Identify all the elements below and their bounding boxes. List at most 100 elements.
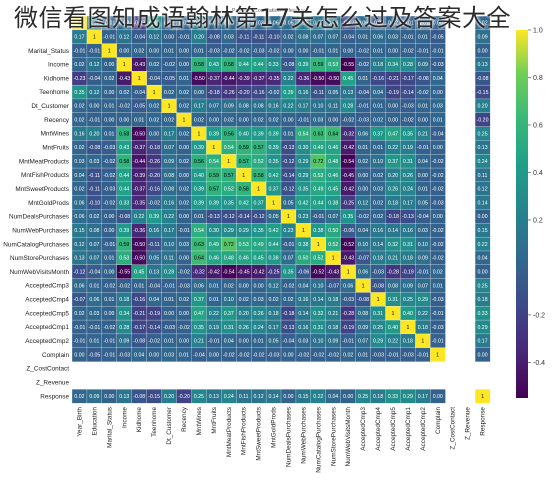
cell-value: -0.03 (178, 283, 190, 289)
cell-value: 0.01 (134, 117, 144, 123)
cell-value: -0.03 (103, 187, 115, 193)
cell-value: 0.00 (149, 352, 159, 358)
cell-value: -0.39 (133, 173, 145, 179)
cell-value: 0.00 (179, 214, 189, 220)
cell-value: 0.53 (239, 242, 249, 248)
cell-value: -0.50 (327, 76, 339, 82)
cell-value: 0.13 (74, 256, 84, 262)
cell-value: -0.11 (313, 90, 325, 96)
row-label: Kidhome (44, 75, 70, 82)
cell-value: 0.01 (179, 76, 189, 82)
cell-value: 0.58 (119, 159, 129, 165)
cell-value: 0.25 (403, 297, 413, 303)
cell-value: 0.02 (179, 21, 189, 27)
cell-value: 0.23 (298, 214, 308, 220)
cell-value: 1 (302, 228, 305, 234)
cell-value: 0.02 (343, 352, 353, 358)
cell-value: 1 (272, 200, 275, 206)
cell-value: -0.03 (118, 352, 130, 358)
cell-value: 0.24 (477, 159, 487, 165)
cell-value: 0.00 (418, 117, 428, 123)
cell-value: -0.02 (103, 200, 115, 206)
cell-value: 0.02 (373, 214, 383, 220)
column-label: AcceptedCmp4 (375, 407, 382, 451)
cell-value: 0.00 (119, 117, 129, 123)
cell-value: 0.00 (74, 352, 84, 358)
row-label: NumWebVisitsMonth (10, 269, 70, 276)
cell-value: -0.08 (357, 297, 369, 303)
cell-value: 0.03 (388, 35, 398, 41)
cell-value: 0.08 (89, 228, 99, 234)
cell-value: -0.20 (148, 173, 160, 179)
cell-value: 0.25 (358, 394, 368, 400)
cell-value: -0.03 (163, 325, 175, 331)
cell-value: 0.04 (477, 256, 487, 262)
cell-value: 0.18 (328, 297, 338, 303)
cell-value: -0.50 (133, 242, 145, 248)
cell-value: 0.33 (268, 62, 278, 68)
cell-value: 0.37 (254, 200, 264, 206)
cell-value: -0.39 (238, 76, 250, 82)
cell-value: 0.08 (388, 283, 398, 289)
cell-value: 0.09 (328, 339, 338, 345)
cell-value: 0.13 (328, 21, 338, 27)
cell-value: -0.50 (133, 131, 145, 137)
cell-value: -0.16 (148, 187, 160, 193)
cell-value: 0.00 (164, 35, 174, 41)
cell-value: 0.03 (418, 228, 428, 234)
cell-value: -0.01 (103, 339, 115, 345)
cell-value: 0.09 (418, 62, 428, 68)
cell-value: -0.08 (283, 62, 295, 68)
cell-value: 0.01 (358, 352, 368, 358)
cell-value: 0.00 (477, 48, 487, 54)
cell-value: 0.43 (119, 145, 129, 151)
cell-value: -0.01 (417, 48, 429, 54)
cell-value: 0.46 (209, 256, 219, 262)
colorbar-tick-label: 0.6 (533, 122, 543, 129)
cell-value: 0.28 (343, 104, 353, 110)
cell-value: 0.07 (313, 35, 323, 41)
cell-value: -0.04 (357, 90, 369, 96)
cell-value: -0.12 (253, 214, 265, 220)
cell-value: 0.44 (254, 62, 264, 68)
cell-value: 0.02 (388, 21, 398, 27)
cell-value: 0.13 (209, 394, 219, 400)
cell-value: 0.02 (164, 21, 174, 27)
cell-value: 0.01 (104, 104, 114, 110)
heatmap-cell (430, 347, 446, 362)
cell-value: -0.05 (133, 104, 145, 110)
cell-value: -0.07 (327, 283, 339, 289)
cell-value: -0.11 (253, 35, 265, 41)
cell-value: 0.00 (477, 270, 487, 276)
cell-value: 0.02 (164, 117, 174, 123)
cell-value: -0.01 (208, 339, 220, 345)
cell-value: 0.18 (403, 339, 413, 345)
cell-value: -0.02 (118, 283, 130, 289)
cell-value: 0.01 (209, 283, 219, 289)
cell-value: 0.24 (254, 325, 264, 331)
cell-value: 0.53 (328, 62, 338, 68)
cell-value: 0.09 (358, 325, 368, 331)
cell-value: 0.02 (194, 117, 204, 123)
cell-value: -0.25 (342, 200, 354, 206)
cell-value: -0.01 (178, 228, 190, 234)
cell-value: 0.02 (224, 283, 234, 289)
cell-value: -0.05 (88, 352, 100, 358)
cell-value: -0.42 (342, 187, 354, 193)
cell-value: 0.02 (268, 117, 278, 123)
cell-value: 0.28 (119, 325, 129, 331)
cell-value: 0.02 (179, 131, 189, 137)
cell-value: -0.02 (357, 62, 369, 68)
row-label: MntWines (41, 131, 69, 138)
cell-value: 0.13 (149, 270, 159, 276)
cell-value: 0.01 (373, 145, 383, 151)
cell-value: 0.52 (254, 159, 264, 165)
column-label: AcceptedCmp3 (360, 407, 367, 451)
cell-value: -0.54 (223, 270, 235, 276)
cell-value: 0.39 (298, 62, 308, 68)
cell-value: 0.49 (209, 242, 219, 248)
cell-value: 0.10 (358, 242, 368, 248)
cell-value: 0.06 (283, 21, 293, 27)
row-label: AcceptedCmp4 (25, 297, 69, 304)
cell-value: -0.19 (342, 325, 354, 331)
